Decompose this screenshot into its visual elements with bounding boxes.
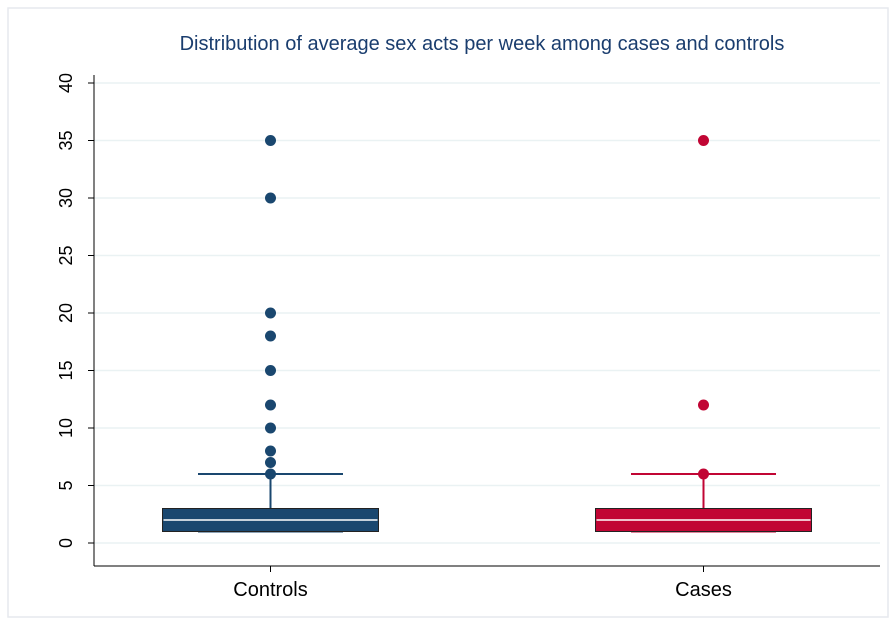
y-tick-label: 20: [56, 303, 76, 323]
outlier: [265, 192, 276, 204]
outlier: [265, 135, 276, 146]
outlier: [265, 365, 276, 376]
x-tick-label: Controls: [233, 579, 307, 601]
outlier: [265, 468, 276, 480]
outlier: [698, 468, 709, 480]
outlier: [265, 422, 276, 434]
y-tick-label: 25: [56, 245, 76, 265]
outlier: [265, 457, 276, 468]
outlier: [265, 399, 276, 411]
outlier: [698, 399, 709, 411]
x-tick-label: Cases: [675, 579, 732, 601]
y-tick-label: 5: [56, 480, 76, 490]
y-tick-label: 40: [56, 73, 76, 93]
outlier: [265, 330, 276, 342]
y-tick-label: 0: [56, 538, 76, 548]
chart-title: Distribution of average sex acts per wee…: [180, 33, 785, 55]
outlier: [265, 445, 276, 457]
y-tick-label: 35: [56, 130, 76, 150]
y-tick-label: 30: [56, 188, 76, 208]
outlier: [265, 307, 276, 319]
outlier: [698, 135, 709, 146]
y-tick-label: 10: [56, 418, 76, 438]
y-tick-label: 15: [56, 360, 76, 380]
